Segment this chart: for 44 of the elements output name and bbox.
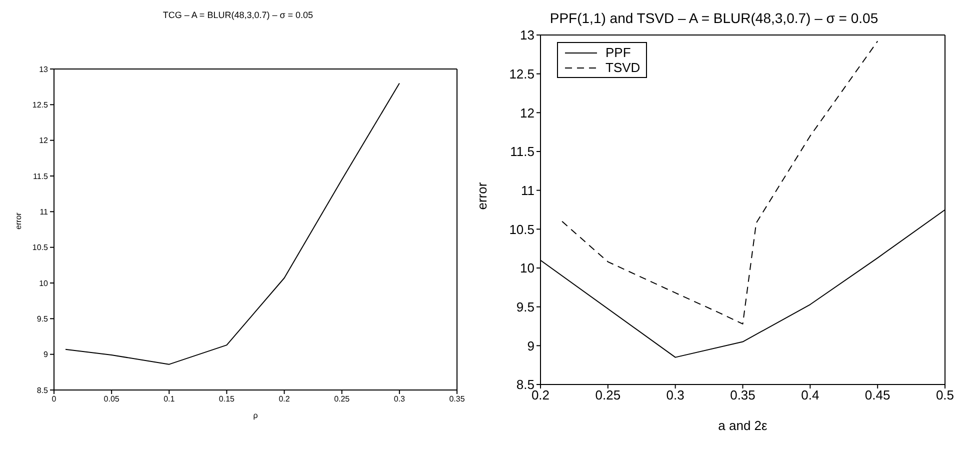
y-tick-label: 12.5 bbox=[509, 66, 534, 82]
y-tick-label: 11 bbox=[40, 208, 49, 217]
x-tick-label: 0.4 bbox=[801, 388, 820, 403]
y-tick-label: 12 bbox=[39, 136, 49, 146]
x-tick-label: 0.3 bbox=[394, 394, 406, 404]
x-axis-title: a and 2ε bbox=[718, 418, 768, 433]
y-tick-label: 12 bbox=[520, 105, 534, 120]
x-tick-label: 0.05 bbox=[104, 394, 120, 404]
x-tick-label: 0.35 bbox=[449, 394, 466, 404]
y-tick-label: 13 bbox=[520, 28, 534, 43]
x-tick-label: 0 bbox=[52, 394, 57, 404]
chart-title: PPF(1,1) and TSVD – A = BLUR(48,3,0.7) – σ = 0.05 bbox=[548, 10, 880, 26]
x-tick-label: 0.2 bbox=[278, 394, 290, 404]
legend-label: PPF bbox=[606, 45, 631, 60]
x-tick-label: 0.1 bbox=[164, 394, 176, 404]
legend-label: TSVD bbox=[606, 60, 640, 75]
y-tick-label: 11.5 bbox=[510, 144, 534, 160]
x-tick-label: 0.25 bbox=[595, 388, 621, 403]
chart-title: TCG – A = BLUR(48,3,0.7) – σ = 0.05 bbox=[162, 10, 314, 20]
x-tick-label: 0.5 bbox=[936, 388, 954, 403]
x-tick-label: 0.3 bbox=[666, 388, 684, 403]
y-tick-label: 10 bbox=[39, 278, 49, 288]
y-tick-label: 9.5 bbox=[36, 314, 49, 324]
y-tick-label: 9.5 bbox=[516, 299, 534, 314]
x-tick-label: 0.2 bbox=[531, 388, 550, 403]
y-tick-label: 11 bbox=[521, 182, 534, 198]
line-series bbox=[65, 82, 400, 365]
y-tick-label: 10.5 bbox=[32, 243, 49, 252]
x-tick-label: 0.25 bbox=[334, 394, 350, 404]
x-axis-title: ρ bbox=[253, 411, 258, 420]
y-tick-label: 12.5 bbox=[32, 100, 49, 110]
y-axis-title: error bbox=[14, 212, 23, 230]
y-tick-label: 8.5 bbox=[36, 386, 49, 395]
y-tick-label: 11.5 bbox=[33, 172, 49, 181]
y-axis-title: error bbox=[474, 182, 490, 210]
y-tick-label: 9 bbox=[527, 338, 534, 354]
x-tick-label: 0.35 bbox=[730, 388, 756, 403]
y-tick-label: 10.5 bbox=[509, 222, 534, 237]
y-tick-label: 9 bbox=[44, 350, 49, 360]
x-tick-label: 0.45 bbox=[864, 388, 890, 403]
y-tick-label: 10 bbox=[520, 260, 534, 276]
x-tick-label: 0.15 bbox=[218, 394, 236, 404]
line-series bbox=[562, 40, 878, 324]
y-tick-label: 13 bbox=[39, 64, 49, 74]
